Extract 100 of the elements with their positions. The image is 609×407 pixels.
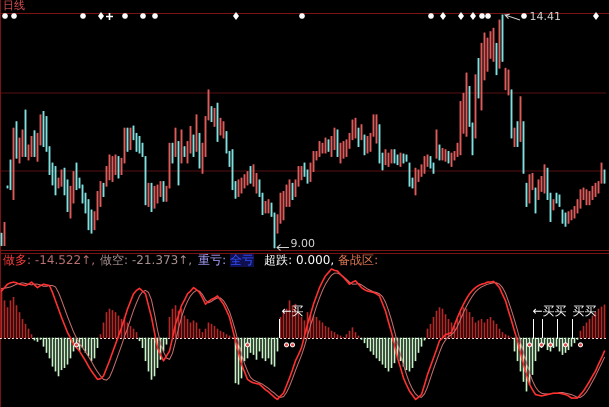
candlestick [246,171,248,186]
candlestick [192,134,194,157]
candlestick [216,102,218,142]
candlestick [178,141,180,186]
candlestick [474,74,476,138]
candlestick [508,70,510,96]
candlestick [558,194,560,207]
candlestick [444,149,446,162]
candlestick [586,189,588,206]
candlestick [408,162,410,187]
candlestick [210,106,212,122]
candlestick [222,121,224,138]
candlestick [0,232,2,246]
candlestick [478,58,480,98]
candlestick [126,128,128,152]
candlestick [214,108,216,127]
candlestick [448,151,450,164]
candlestick [522,121,524,174]
candlestick [526,182,528,207]
candlestick [138,136,140,154]
candlestick [358,128,360,147]
candlestick [376,114,378,144]
candlestick [510,89,512,138]
candlestick [594,182,596,197]
text: 做空: -21.373↑, [100,253,192,267]
candlestick [118,156,120,178]
candlestick [324,138,326,154]
candlestick [184,146,186,157]
candlestick [492,28,494,62]
candlestick [354,118,356,138]
candlestick [366,136,368,154]
annotation: 9.00 [290,236,315,250]
candlestick [238,179,240,197]
candlestick [24,110,26,157]
candlestick [556,192,558,204]
candlestick [424,156,426,174]
candlestick [148,182,150,207]
text: 备战区: [338,253,378,267]
candlestick [112,156,114,182]
candlestick [520,96,522,142]
candlestick [384,149,386,166]
candlestick [150,182,152,212]
candlestick [220,118,222,136]
candlestick [54,166,56,196]
candlestick [240,178,242,194]
candlestick [414,168,416,196]
candlestick [390,149,392,164]
candlestick [562,210,564,224]
candlestick [198,132,200,169]
candlestick [406,154,408,162]
text: : -14.522↑, [27,253,96,267]
text: 重亏: [198,253,226,267]
text: 超跌: 0.000, [264,253,334,267]
candlestick [16,121,18,159]
candlestick [60,170,62,187]
text: 全亏 [230,253,254,267]
candlestick [360,124,362,140]
candlestick [402,154,404,164]
candlestick [292,182,294,200]
candlestick [12,128,14,200]
text: 做多 [3,253,27,267]
candlestick [130,128,132,150]
candlestick [498,20,500,69]
candlestick [436,130,438,159]
candlestick [154,186,156,209]
candlestick [340,142,342,164]
candlestick [466,72,468,137]
candlestick [450,152,452,167]
candlestick [538,179,540,200]
candlestick [564,212,566,227]
candlestick [516,121,518,147]
candlestick [336,130,338,157]
candlestick [328,139,330,152]
candlestick [288,179,290,207]
candlestick [570,210,572,220]
candlestick [568,211,570,224]
candlestick [250,166,252,184]
candlestick [438,144,440,160]
candlestick [162,181,164,202]
candlestick [102,182,104,197]
candlestick [34,130,36,157]
candlestick [268,199,270,214]
candlestick [544,164,546,194]
candlestick [172,142,174,164]
candlestick [528,174,530,204]
candlestick [400,152,402,167]
chart-title: 日线 [3,0,25,12]
candlestick [496,42,498,76]
candlestick [264,201,266,214]
candlestick [4,222,6,246]
candlestick [10,160,12,190]
candlestick [394,149,396,164]
candlestick [76,162,78,190]
candlestick [442,148,444,160]
candlestick [174,128,176,157]
annotation: ←买买 [532,304,567,318]
candlestick [388,152,390,167]
annotation: 14.41 [530,10,561,23]
candlestick [552,199,554,210]
annotation: 买买 [572,304,596,318]
